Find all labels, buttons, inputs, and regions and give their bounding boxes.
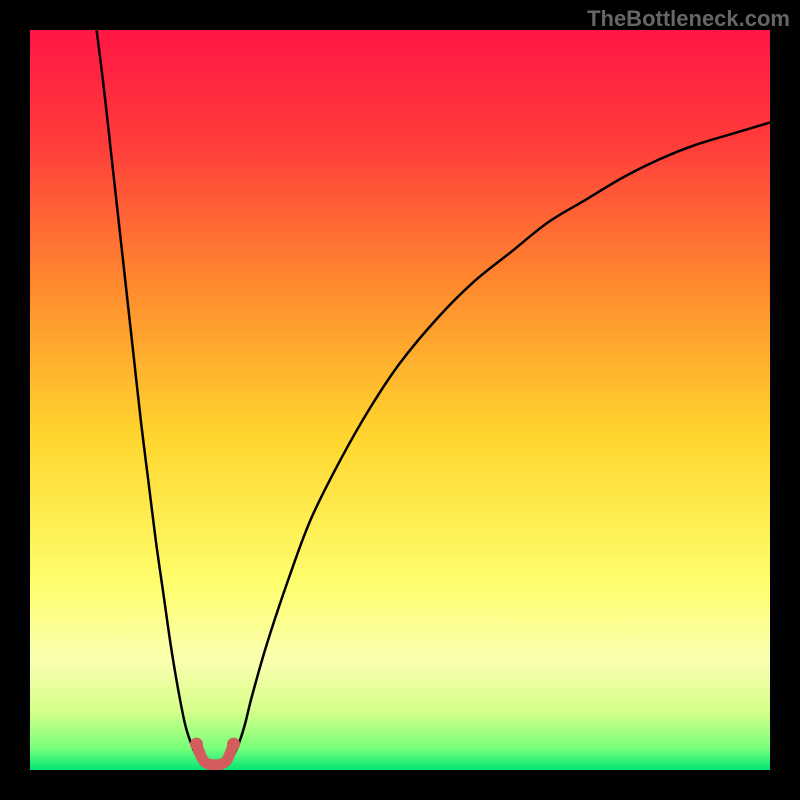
marker-dot-left <box>190 738 203 751</box>
marker-dot-right <box>227 738 240 751</box>
gradient-background <box>30 30 770 770</box>
watermark-text: TheBottleneck.com <box>587 6 790 32</box>
chart-svg <box>30 30 770 770</box>
bottleneck-chart <box>30 30 770 770</box>
